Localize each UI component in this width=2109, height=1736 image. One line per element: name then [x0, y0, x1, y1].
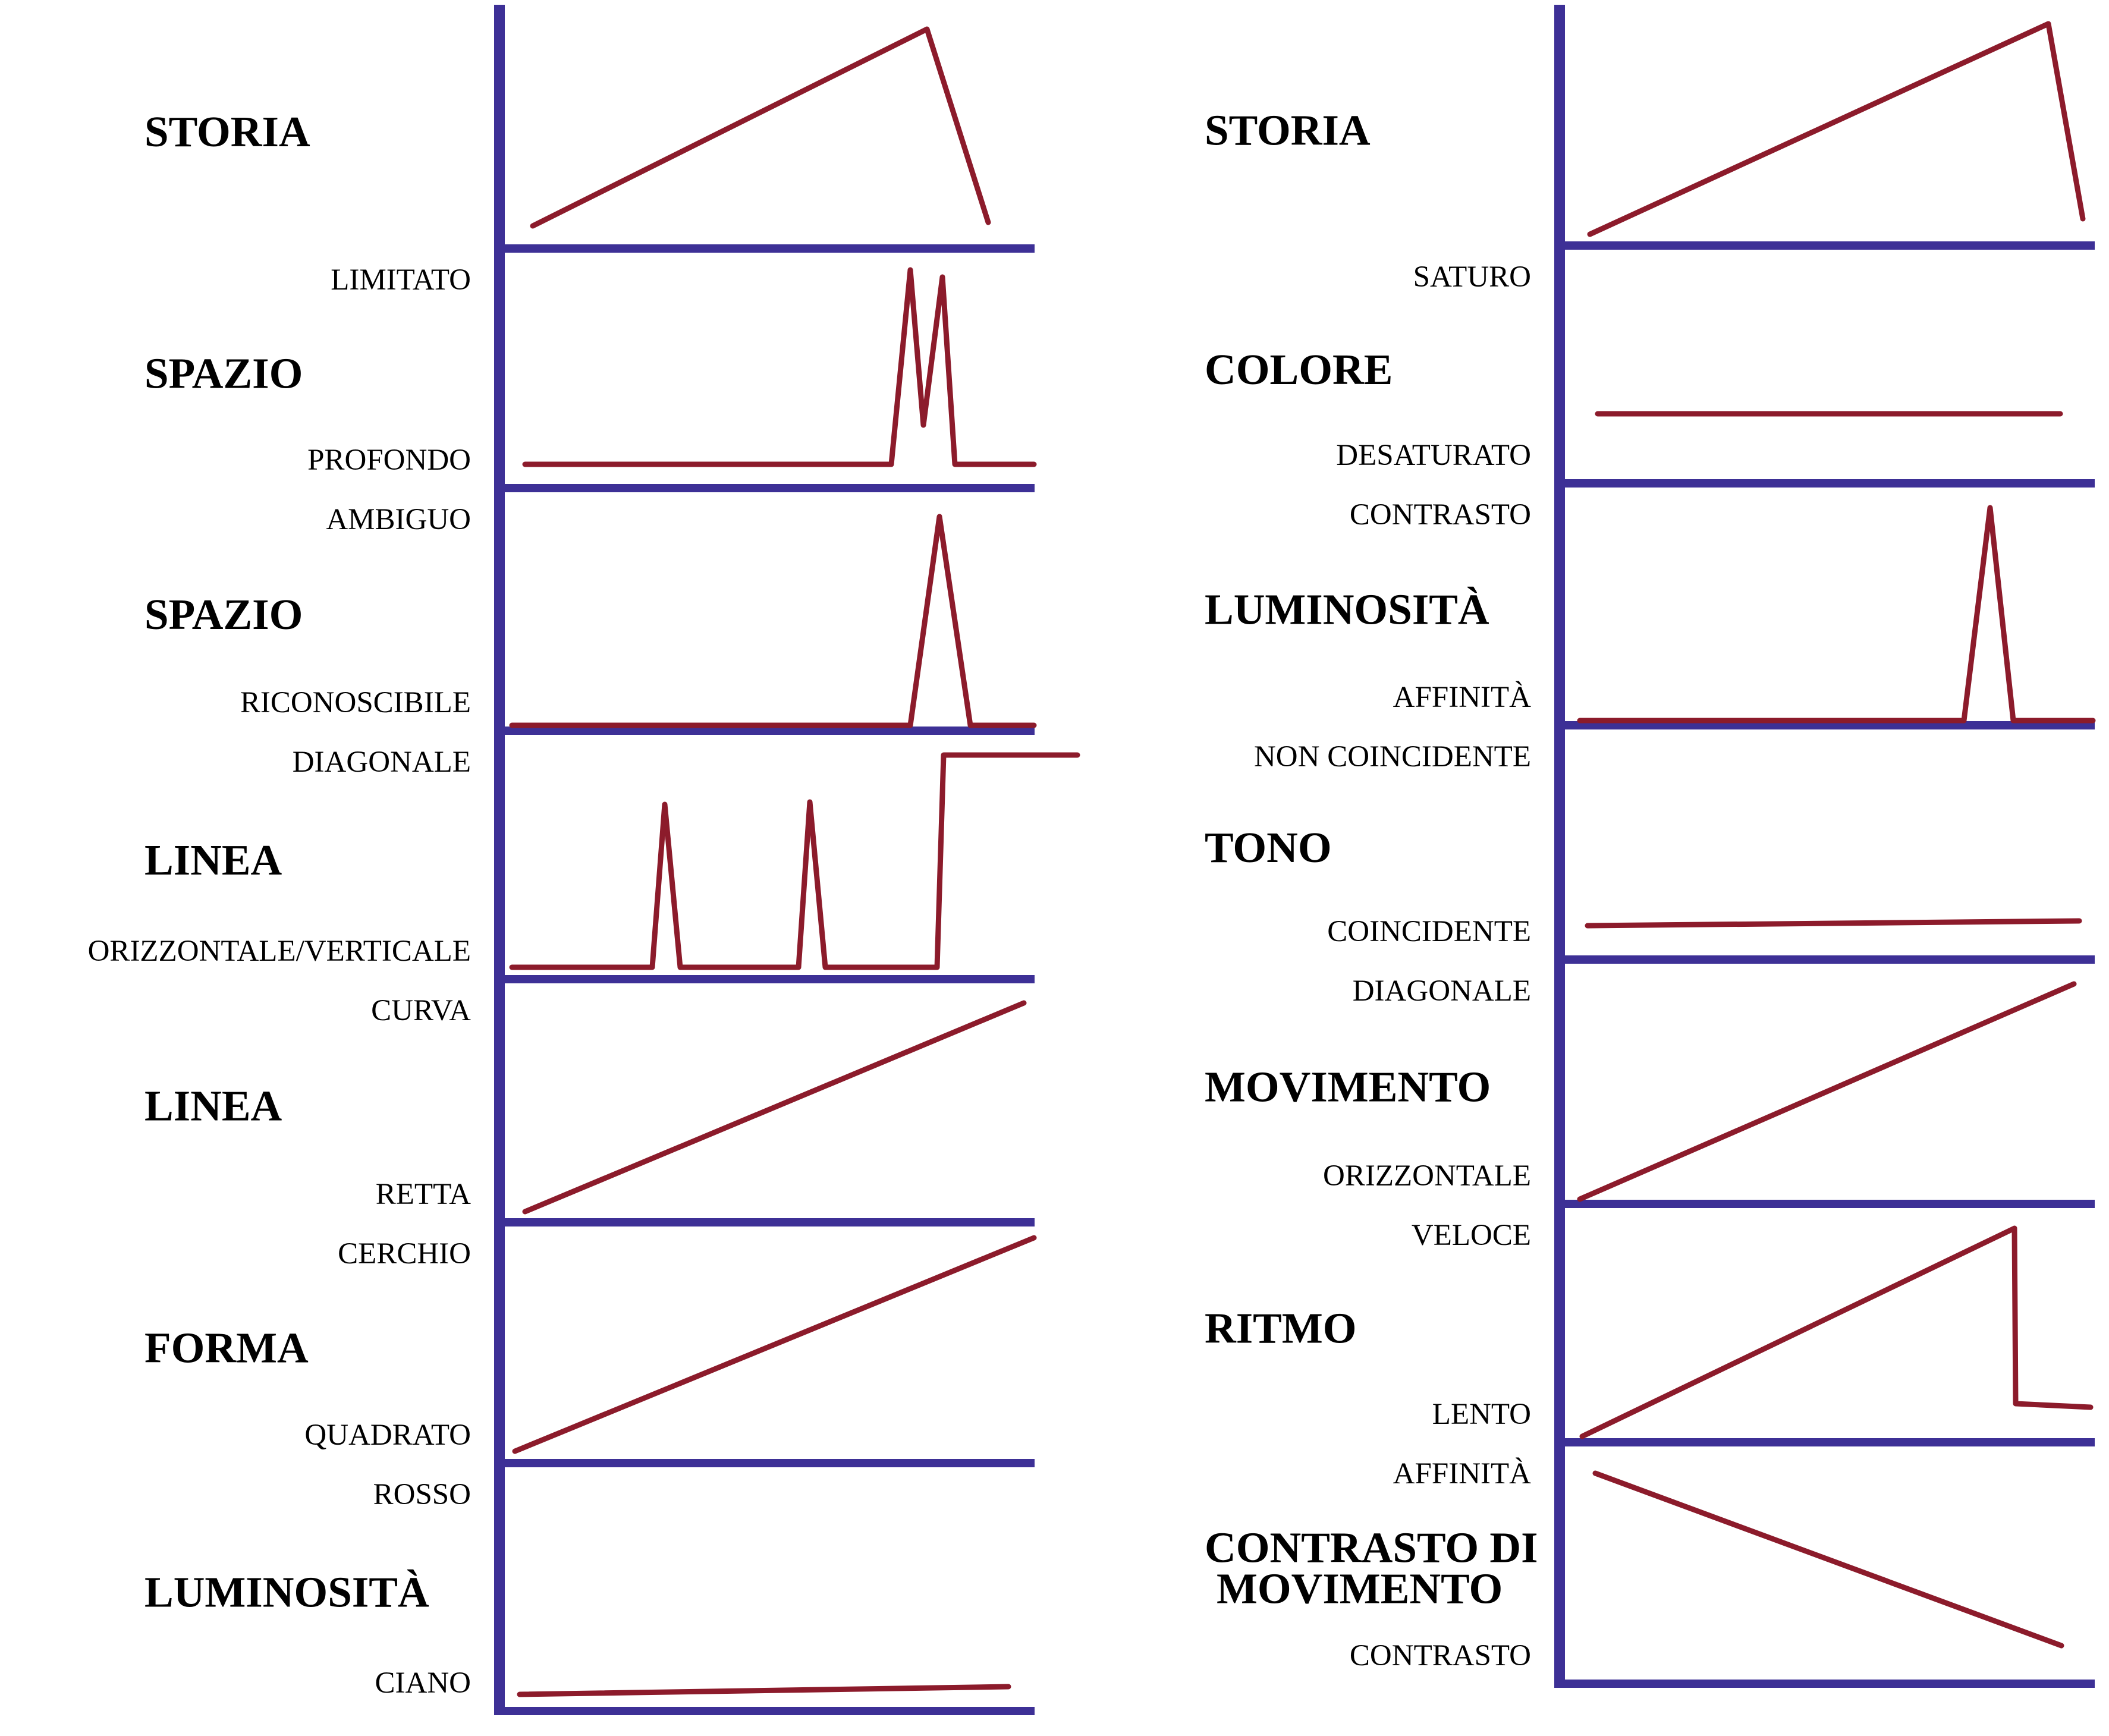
svg-text:ORIZZONTALE: ORIZZONTALE [1323, 1159, 1531, 1193]
svg-text:SPAZIO: SPAZIO [144, 350, 303, 398]
svg-text:LUMINOSITÀ: LUMINOSITÀ [144, 1568, 429, 1617]
svg-text:STORIA: STORIA [1205, 106, 1371, 155]
svg-text:AFFINITÀ: AFFINITÀ [1393, 1457, 1532, 1490]
svg-text:ORIZZONTALE/VERTICALE: ORIZZONTALE/VERTICALE [88, 935, 471, 968]
svg-text:CIANO: CIANO [375, 1666, 472, 1700]
svg-text:DIAGONALE: DIAGONALE [1353, 974, 1531, 1008]
svg-text:PROFONDO: PROFONDO [307, 444, 471, 477]
svg-text:CONTRASTO: CONTRASTO [1350, 498, 1531, 532]
svg-text:COLORE: COLORE [1205, 345, 1393, 394]
svg-text:QUADRATO: QUADRATO [304, 1419, 471, 1452]
svg-text:LIMITATO: LIMITATO [331, 263, 471, 297]
svg-text:LINEA: LINEA [144, 1082, 282, 1130]
svg-text:NON COINCIDENTE: NON COINCIDENTE [1254, 740, 1531, 773]
svg-text:FORMA: FORMA [144, 1324, 309, 1372]
svg-text:SPAZIO: SPAZIO [144, 590, 303, 639]
svg-text:MOVIMENTO: MOVIMENTO [1205, 1063, 1491, 1111]
svg-text:LENTO: LENTO [1432, 1398, 1531, 1431]
svg-text:LINEA: LINEA [144, 836, 282, 884]
svg-text:COINCIDENTE: COINCIDENTE [1327, 915, 1531, 948]
svg-text:RITMO: RITMO [1205, 1304, 1357, 1353]
svg-text:ROSSO: ROSSO [373, 1478, 471, 1511]
svg-text:TONO: TONO [1205, 823, 1332, 872]
svg-text:RETTA: RETTA [376, 1178, 471, 1211]
svg-text:MOVIMENTO: MOVIMENTO [1217, 1565, 1503, 1613]
svg-text:DIAGONALE: DIAGONALE [293, 746, 471, 779]
svg-text:CURVA: CURVA [371, 994, 471, 1027]
svg-text:LUMINOSITÀ: LUMINOSITÀ [1205, 586, 1489, 634]
svg-text:CONTRASTO: CONTRASTO [1350, 1639, 1531, 1672]
svg-text:AMBIGUO: AMBIGUO [326, 503, 471, 536]
svg-text:STORIA: STORIA [144, 108, 310, 156]
svg-text:RICONOSCIBILE: RICONOSCIBILE [240, 686, 471, 719]
svg-text:AFFINITÀ: AFFINITÀ [1393, 681, 1532, 714]
svg-text:SATURO: SATURO [1413, 260, 1531, 294]
svg-text:CERCHIO: CERCHIO [338, 1237, 471, 1270]
svg-text:DESATURATO: DESATURATO [1336, 439, 1531, 472]
svg-text:VELOCE: VELOCE [1412, 1219, 1531, 1252]
